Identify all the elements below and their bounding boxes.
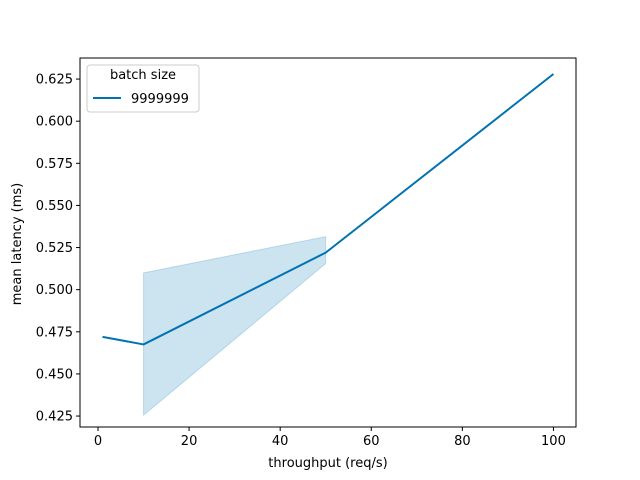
y-axis-label: mean latency (ms): [10, 183, 25, 305]
y-tick-label: 0.625: [36, 73, 73, 88]
x-tick-label: 60: [363, 434, 380, 449]
legend-title: batch size: [110, 68, 176, 83]
axes-frame: [79, 57, 577, 428]
plot-area: [102, 73, 555, 417]
y-tick-label: 0.575: [36, 157, 73, 172]
x-tick-label: 20: [181, 434, 198, 449]
x-axis-label: throughput (req/s): [268, 456, 387, 471]
y-tick-label: 0.600: [36, 115, 73, 130]
x-tick-label: 100: [541, 434, 566, 449]
y-tick-label: 0.450: [36, 367, 73, 382]
y-tick-label: 0.475: [36, 325, 73, 340]
x-tick-label: 40: [272, 434, 289, 449]
y-tick-label: 0.500: [36, 283, 73, 298]
legend-box: [86, 64, 200, 113]
y-tick-label: 0.525: [36, 241, 73, 256]
series-line: [102, 73, 555, 346]
x-tick-label: 0: [94, 434, 102, 449]
axes: throughput (req/s) mean latency (ms) 0 20…: [10, 57, 577, 471]
y-tick-label: 0.550: [36, 199, 73, 214]
legend-series-label: 9999999: [131, 92, 189, 107]
confidence-band: [143, 235, 327, 417]
legend: batch size 9999999: [86, 64, 200, 113]
y-tick-label: 0.425: [36, 410, 73, 425]
x-tick-label: 80: [454, 434, 471, 449]
